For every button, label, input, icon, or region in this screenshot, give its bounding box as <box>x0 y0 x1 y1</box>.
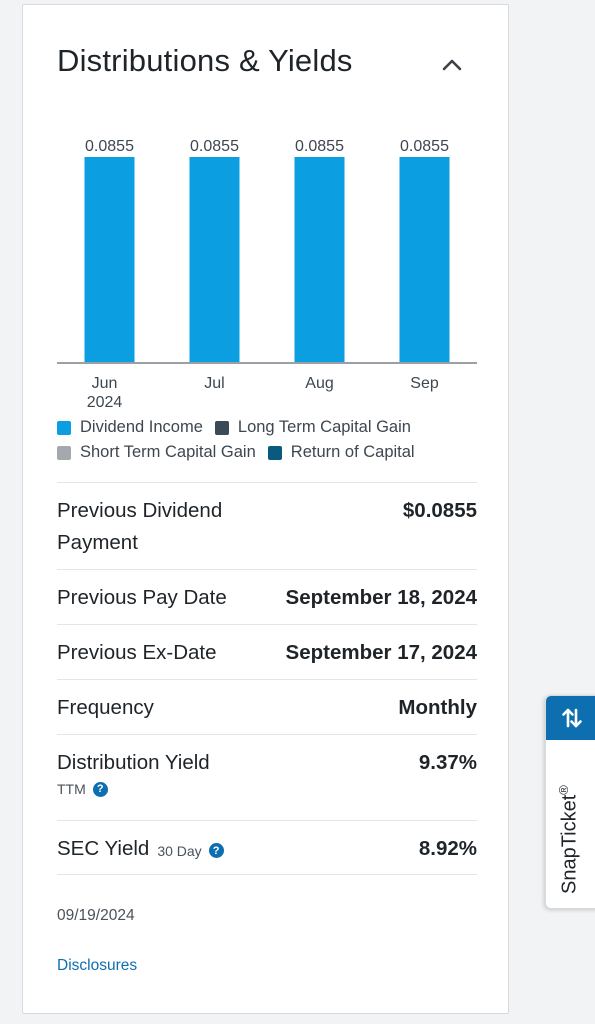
previous-dividend-label: Previous Dividend Payment <box>57 499 223 554</box>
row-previous-pay-date: Previous Pay Date September 18, 2024 <box>57 569 477 624</box>
legend-label: Return of Capital <box>290 443 415 461</box>
thirty-day-sublabel: 30 Day <box>157 842 202 859</box>
snapticket-text: SnapTicket <box>558 794 581 894</box>
row-previous-ex-date: Previous Ex-Date September 17, 2024 <box>57 624 477 679</box>
previous-dividend-value: $0.0855 <box>402 499 477 522</box>
disclosures-link[interactable]: Disclosures <box>57 957 138 974</box>
help-icon[interactable]: ? <box>92 781 108 797</box>
data-label: 0.0855 <box>400 138 449 155</box>
legend-label: Dividend Income <box>80 418 203 436</box>
x-tick-label: Aug <box>305 375 333 392</box>
legend-swatch <box>57 420 71 435</box>
previous-pay-date-value: September 18, 2024 <box>285 586 477 609</box>
row-distribution-yield: Distribution Yield TTM ? 9.37% <box>57 734 477 820</box>
thirty-day-sublabel-group: 30 Day ? <box>157 842 224 859</box>
previous-ex-date-value: September 17, 2024 <box>285 641 477 664</box>
row-frequency: Frequency Monthly <box>57 679 477 734</box>
snapticket-header[interactable] <box>546 696 595 740</box>
x-tick-label: Jul <box>204 375 224 392</box>
distribution-yield-label: Distribution Yield <box>57 751 210 774</box>
legend-item-dividend-income: Dividend Income <box>57 418 203 437</box>
frequency-value: Monthly <box>398 696 477 719</box>
row-sec-yield: SEC Yield 30 Day ? 8.92% <box>57 820 477 875</box>
legend-swatch <box>57 445 71 460</box>
ttm-sublabel-group: TTM ? <box>57 781 210 797</box>
legend-swatch <box>214 420 229 435</box>
sec-yield-label-group: SEC Yield 30 Day ? <box>57 833 224 865</box>
swap-vertical-icon <box>562 708 582 728</box>
bar-aug[interactable] <box>294 157 345 363</box>
bar-jun[interactable] <box>84 157 135 363</box>
row-previous-dividend: Previous Dividend Payment $0.0855 <box>57 482 477 569</box>
distribution-yield-value: 9.37% <box>418 751 477 774</box>
x-tick-label: Sep <box>410 375 439 392</box>
snapticket-label: SnapTicket® <box>556 785 582 894</box>
previous-ex-date-label: Previous Ex-Date <box>57 641 217 664</box>
legend-label: Long Term Capital Gain <box>237 418 411 436</box>
frequency-label: Frequency <box>57 696 154 719</box>
legend-item-long-term-capital-gain: Long Term Capital Gain <box>214 418 411 437</box>
bar-chart: 0.0855 Jun 2024 0.0855 Jul 0.0855 Aug 0.0855 Sep <box>57 138 477 411</box>
chevron-up-icon <box>442 59 462 71</box>
data-label: 0.0855 <box>190 138 239 155</box>
chart-legend: Dividend Income Long Term Capital Gain S… <box>57 415 487 465</box>
legend-item-short-term-capital-gain: Short Term Capital Gain <box>57 443 256 462</box>
card-title: Distributions & Yields <box>57 43 353 78</box>
legend-swatch <box>267 445 282 460</box>
bar-jul[interactable] <box>189 157 240 363</box>
bar-sep[interactable] <box>399 157 450 363</box>
registered-mark: ® <box>556 785 571 795</box>
data-label: 0.0855 <box>85 138 134 155</box>
collapse-button[interactable] <box>435 47 469 81</box>
as-of-date: 09/19/2024 <box>57 907 135 924</box>
legend-label: Short Term Capital Gain <box>80 443 256 461</box>
x-tick-label: Jun 2024 <box>87 375 123 411</box>
previous-pay-date-label: Previous Pay Date <box>57 586 227 609</box>
distribution-chart: 0.0855 Jun 2024 0.0855 Jul 0.0855 Aug 0.0855 Sep <box>57 129 477 419</box>
sec-yield-value: 8.92% <box>418 837 477 860</box>
distribution-details: Previous Dividend Payment $0.0855 Previo… <box>57 482 477 875</box>
snapticket-tab[interactable]: SnapTicket® <box>545 695 595 909</box>
ttm-sublabel: TTM <box>57 781 86 797</box>
help-icon[interactable]: ? <box>208 843 224 858</box>
distribution-yield-label-group: Distribution Yield TTM ? <box>57 747 210 797</box>
data-label: 0.0855 <box>295 138 344 155</box>
legend-item-return-of-capital: Return of Capital <box>267 443 415 462</box>
distributions-yields-card: Distributions & Yields 0.0855 Jun 2024 0.08… <box>22 4 509 1014</box>
sec-yield-label: SEC Yield <box>57 837 150 860</box>
